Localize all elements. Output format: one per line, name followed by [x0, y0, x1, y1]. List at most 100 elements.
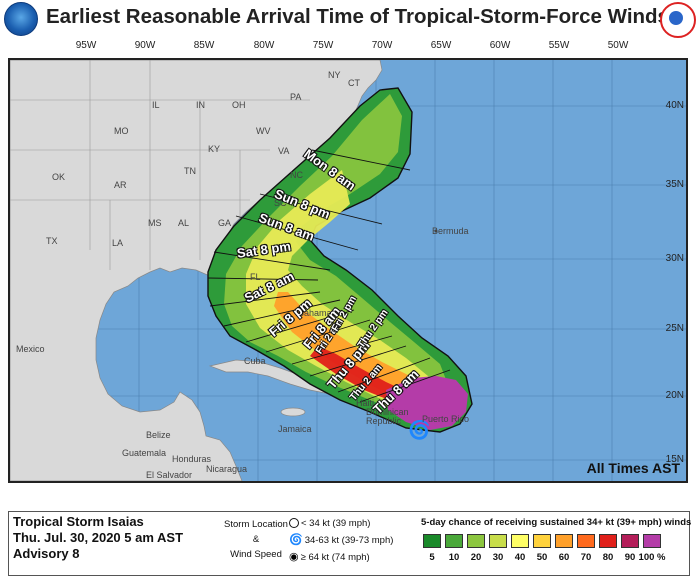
scale-swatch — [621, 534, 639, 548]
state-label: IN — [196, 100, 205, 110]
lat-label: 25N — [665, 323, 684, 334]
scale-swatch — [445, 534, 463, 548]
scale-swatch — [643, 534, 661, 548]
arrival-label: Thu 2 pm — [356, 307, 391, 351]
lon-label: 85W — [193, 40, 215, 51]
place-label: Bermuda — [432, 226, 469, 236]
state-label: OH — [232, 100, 246, 110]
lon-label: 70W — [371, 40, 393, 51]
arrival-label: Sat 8 am — [242, 268, 297, 306]
place-label: Cuba — [244, 356, 266, 366]
storm-icon: 🌀 — [408, 419, 430, 441]
state-label: NY — [328, 70, 341, 80]
lon-label: 90W — [134, 40, 156, 51]
place-label: Mexico — [16, 344, 45, 354]
state-label: KY — [208, 144, 221, 154]
storm-location-label: Storm Location — [224, 519, 288, 530]
storm-name: Tropical Storm Isaias — [13, 514, 144, 529]
scale-swatch — [467, 534, 485, 548]
land-jamaica — [280, 407, 306, 417]
low-circle-icon — [289, 518, 299, 529]
wind-speed-label: Wind Speed — [230, 549, 282, 560]
symbol-ts: 34-63 kt (39-73 mph) — [304, 535, 394, 546]
scale-label: 90 — [624, 552, 636, 563]
map-labels: PA NY CT IL IN OH MO KY WV VA OK AR TN N… — [10, 60, 686, 481]
state-label: LA — [112, 238, 124, 248]
place-label: Honduras — [172, 454, 212, 464]
state-label: PA — [290, 92, 302, 102]
state-label: AL — [178, 218, 190, 228]
tropical-storm-icon: 🌀 — [289, 534, 303, 546]
map-canvas: 🌀 — [10, 60, 686, 481]
place-label: Haiti — [356, 398, 375, 408]
state-label: CT — [348, 78, 360, 88]
state-label: TN — [184, 166, 196, 176]
scale-label: 20 — [470, 552, 482, 563]
place-label: Guatemala — [122, 448, 167, 458]
scale-label: 60 — [558, 552, 570, 563]
state-label: AR — [114, 180, 127, 190]
noaa-logo — [4, 2, 38, 36]
place-label: Dominican Republic — [366, 407, 409, 426]
map-area: 🌀 PA NY CT IL IN OH MO KY WV VA OK AR TN… — [8, 58, 688, 483]
scale-label: 70 — [580, 552, 592, 563]
state-label: VA — [278, 146, 290, 156]
place-label: Bahamas — [298, 308, 337, 318]
scale-swatch — [423, 534, 441, 548]
storm-location-key: Storm Location & Wind Speed — [201, 517, 311, 562]
scale-label: 30 — [492, 552, 504, 563]
scale-swatch — [555, 534, 573, 548]
place-label: Puerto Rico — [422, 414, 470, 424]
scale-label: 5 — [429, 552, 435, 563]
lon-label: 65W — [430, 40, 452, 51]
latitude-axis: 40N 35N 30N 25N 20N 15N — [654, 60, 684, 481]
lat-label: 30N — [665, 253, 684, 264]
ampersand: & — [252, 534, 260, 545]
page-title: Earliest Reasonable Arrival Time of Trop… — [46, 5, 669, 28]
arrival-label: Mon 8 am — [301, 146, 359, 194]
scale-label: 40 — [514, 552, 526, 563]
state-label: OK — [52, 172, 66, 182]
state-label: NC — [290, 170, 303, 180]
advisory-date: Thu. Jul. 30, 2020 5 am AST — [13, 530, 184, 545]
scale-label: 100 % — [638, 552, 666, 563]
state-label: WV — [256, 126, 271, 136]
lat-label: 40N — [665, 100, 684, 111]
scale-swatch — [577, 534, 595, 548]
scale-label: 80 — [602, 552, 614, 563]
lon-label: 55W — [548, 40, 570, 51]
symbol-key: < 34 kt (39 mph) 🌀 34-63 kt (39-73 mph) ◉… — [289, 515, 393, 566]
scale-swatch — [511, 534, 529, 548]
scale-label: 10 — [448, 552, 460, 563]
hurricane-icon: ◉ — [289, 551, 299, 563]
symbol-ts-weak: < 34 kt (39 mph) — [301, 518, 371, 529]
place-label: Jamaica — [278, 424, 312, 434]
time-zone-note: All Times AST — [586, 460, 680, 476]
place-label: Nicaragua — [206, 464, 248, 474]
chance-title: 5-day chance of receiving sustained 34+ … — [421, 517, 692, 528]
isochrone-lines — [207, 149, 451, 403]
scale-swatch — [489, 534, 507, 548]
lat-label: 35N — [665, 179, 684, 190]
symbol-hurricane: ≥ 64 kt (74 mph) — [300, 552, 370, 563]
arrival-labels: Mon 8 am Sun 8 pm Sun 8 am Sat 8 pm Sat … — [10, 60, 686, 481]
state-lines — [10, 60, 310, 270]
storm-info: Tropical Storm Isaias Thu. Jul. 30, 2020… — [13, 514, 183, 562]
state-label: GA — [218, 218, 232, 228]
state-label: FL — [250, 272, 261, 282]
header: Earliest Reasonable Arrival Time of Trop… — [0, 0, 700, 38]
state-label: MS — [148, 218, 162, 228]
lat-label: 15N — [665, 454, 684, 465]
lon-label: 60W — [489, 40, 511, 51]
state-label: SC — [274, 198, 287, 208]
lon-label: 80W — [253, 40, 275, 51]
place-label: El Salvador — [146, 470, 193, 480]
scale-swatch — [533, 534, 551, 548]
state-label: TX — [46, 236, 58, 246]
longitude-axis: 95W 90W 85W 80W 75W 70W 65W 60W 55W 50W — [8, 40, 688, 56]
lon-label: 75W — [312, 40, 334, 51]
place-label: Belize — [146, 430, 171, 440]
lon-label: 50W — [607, 40, 629, 51]
advisory-number: Advisory 8 — [13, 546, 80, 561]
arrival-label: Sat 8 pm — [236, 238, 292, 261]
